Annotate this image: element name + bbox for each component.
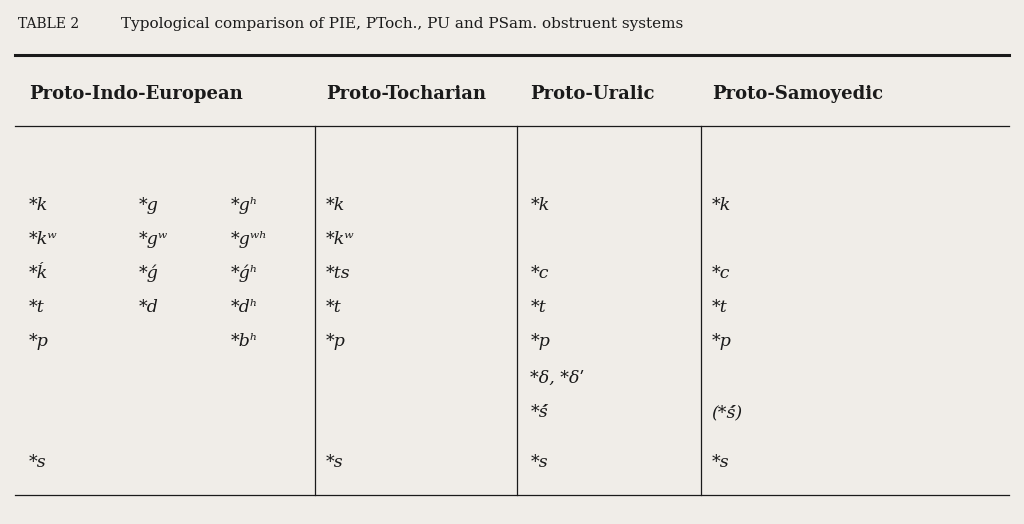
Text: *ǵʰ: *ǵʰ [230, 265, 258, 282]
Text: *k: *k [326, 197, 345, 214]
Text: *t: *t [530, 299, 546, 316]
Text: *t: *t [712, 299, 727, 316]
Text: Proto-Samoyedic: Proto-Samoyedic [712, 85, 883, 103]
Text: *dʰ: *dʰ [230, 299, 258, 316]
Text: Proto-Uralic: Proto-Uralic [530, 85, 655, 103]
Text: *ś́: *ś́ [530, 404, 548, 421]
Text: *c: *c [712, 265, 730, 282]
Text: *t: *t [326, 299, 341, 316]
Text: *gʷ: *gʷ [138, 231, 168, 248]
Text: *gʰ: *gʰ [230, 197, 258, 214]
Text: *s: *s [712, 454, 729, 471]
Text: *s: *s [29, 454, 46, 471]
Text: *bʰ: *bʰ [230, 333, 258, 350]
Text: *c: *c [530, 265, 549, 282]
Text: *k: *k [530, 197, 550, 214]
Text: *p: *p [29, 333, 48, 350]
Text: *kʷ: *kʷ [326, 231, 354, 248]
Text: TABLE 2: TABLE 2 [18, 17, 80, 30]
Text: *ts: *ts [326, 265, 350, 282]
Text: *kʷ: *kʷ [29, 231, 57, 248]
Text: *p: *p [326, 333, 345, 350]
Text: Proto-Indo-European: Proto-Indo-European [29, 85, 243, 103]
Text: *g: *g [138, 197, 158, 214]
Text: *ǵ: *ǵ [138, 265, 158, 282]
Text: *d: *d [138, 299, 158, 316]
Text: *p: *p [530, 333, 550, 350]
Text: *k: *k [712, 197, 731, 214]
Text: Typological comparison of PIE, PToch., PU and PSam. obstruent systems: Typological comparison of PIE, PToch., P… [121, 17, 683, 30]
Text: *k: *k [29, 197, 48, 214]
Text: *p: *p [712, 333, 731, 350]
Text: *s: *s [530, 454, 548, 471]
Text: *t: *t [29, 299, 44, 316]
Text: *s: *s [326, 454, 343, 471]
Text: *ḱ: *ḱ [29, 265, 48, 282]
Text: *gʷʰ: *gʷʰ [230, 231, 267, 248]
Text: *δ, *δʹ: *δ, *δʹ [530, 370, 585, 387]
Text: Proto-Tocharian: Proto-Tocharian [326, 85, 485, 103]
Text: (*ś́): (*ś́) [712, 404, 742, 421]
